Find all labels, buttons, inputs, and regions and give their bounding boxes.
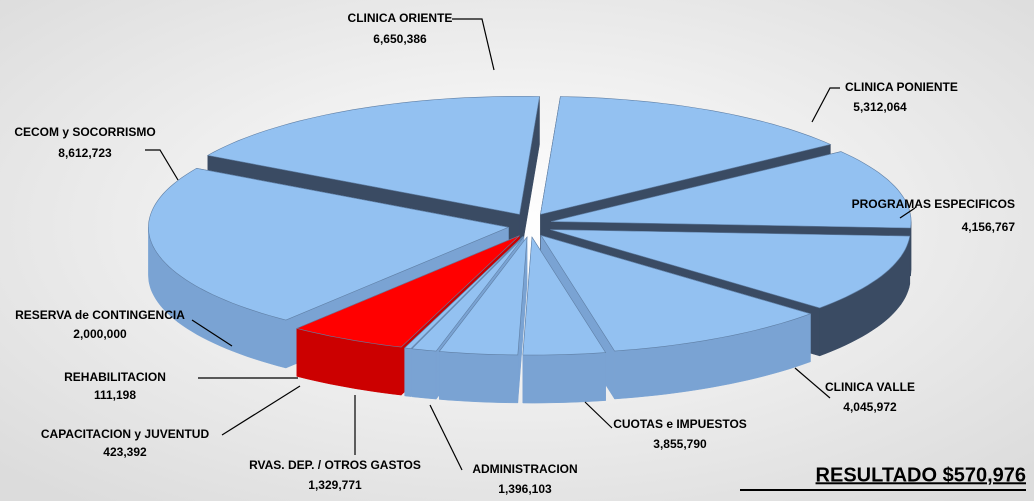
value-label: 111,198 bbox=[94, 388, 136, 402]
slice-label: ADMINISTRACION bbox=[472, 462, 577, 476]
slice-side bbox=[439, 351, 518, 403]
value-label: 5,312,064 bbox=[853, 100, 907, 114]
slice-label: CLINICA PONIENTE bbox=[845, 80, 958, 94]
value-label: 2,000,000 bbox=[73, 327, 127, 341]
value-label: 4,045,972 bbox=[843, 400, 897, 414]
value-label: 1,396,103 bbox=[498, 482, 552, 496]
value-label: 3,855,790 bbox=[653, 437, 707, 451]
value-label: 423,392 bbox=[103, 445, 147, 459]
slice-label: CUOTAS e IMPUESTOS bbox=[613, 417, 747, 431]
slice-side bbox=[412, 349, 436, 399]
slice-side bbox=[523, 353, 606, 404]
slice-label: RESERVA de CONTINGENCIA bbox=[15, 308, 185, 322]
slice-label: CLINICA ORIENTE bbox=[348, 11, 453, 25]
slice-label: PROGRAMAS ESPECIFICOS bbox=[852, 197, 1015, 211]
slice-label: RVAS. DEP. / OTROS GASTOS bbox=[249, 458, 421, 472]
result-annotation: RESULTADO $570,976 bbox=[816, 464, 1026, 486]
slice-label: CLINICA VALLE bbox=[825, 380, 915, 394]
slice-label: REHABILITACION bbox=[64, 370, 166, 384]
slice-side bbox=[911, 222, 912, 277]
value-label: 6,650,386 bbox=[373, 32, 427, 46]
value-label: 8,612,723 bbox=[58, 146, 112, 160]
value-label: 1,329,771 bbox=[308, 478, 362, 492]
slice-label: CAPACITACION y JUVENTUD bbox=[41, 427, 210, 441]
value-label: 4,156,767 bbox=[962, 220, 1016, 234]
slice-label: CECOM y SOCORRISMO bbox=[14, 125, 155, 139]
slice-side bbox=[405, 348, 411, 397]
chart: CLINICA ORIENTE 6,650,386 CLINICA PONIENTE… bbox=[0, 0, 1034, 501]
